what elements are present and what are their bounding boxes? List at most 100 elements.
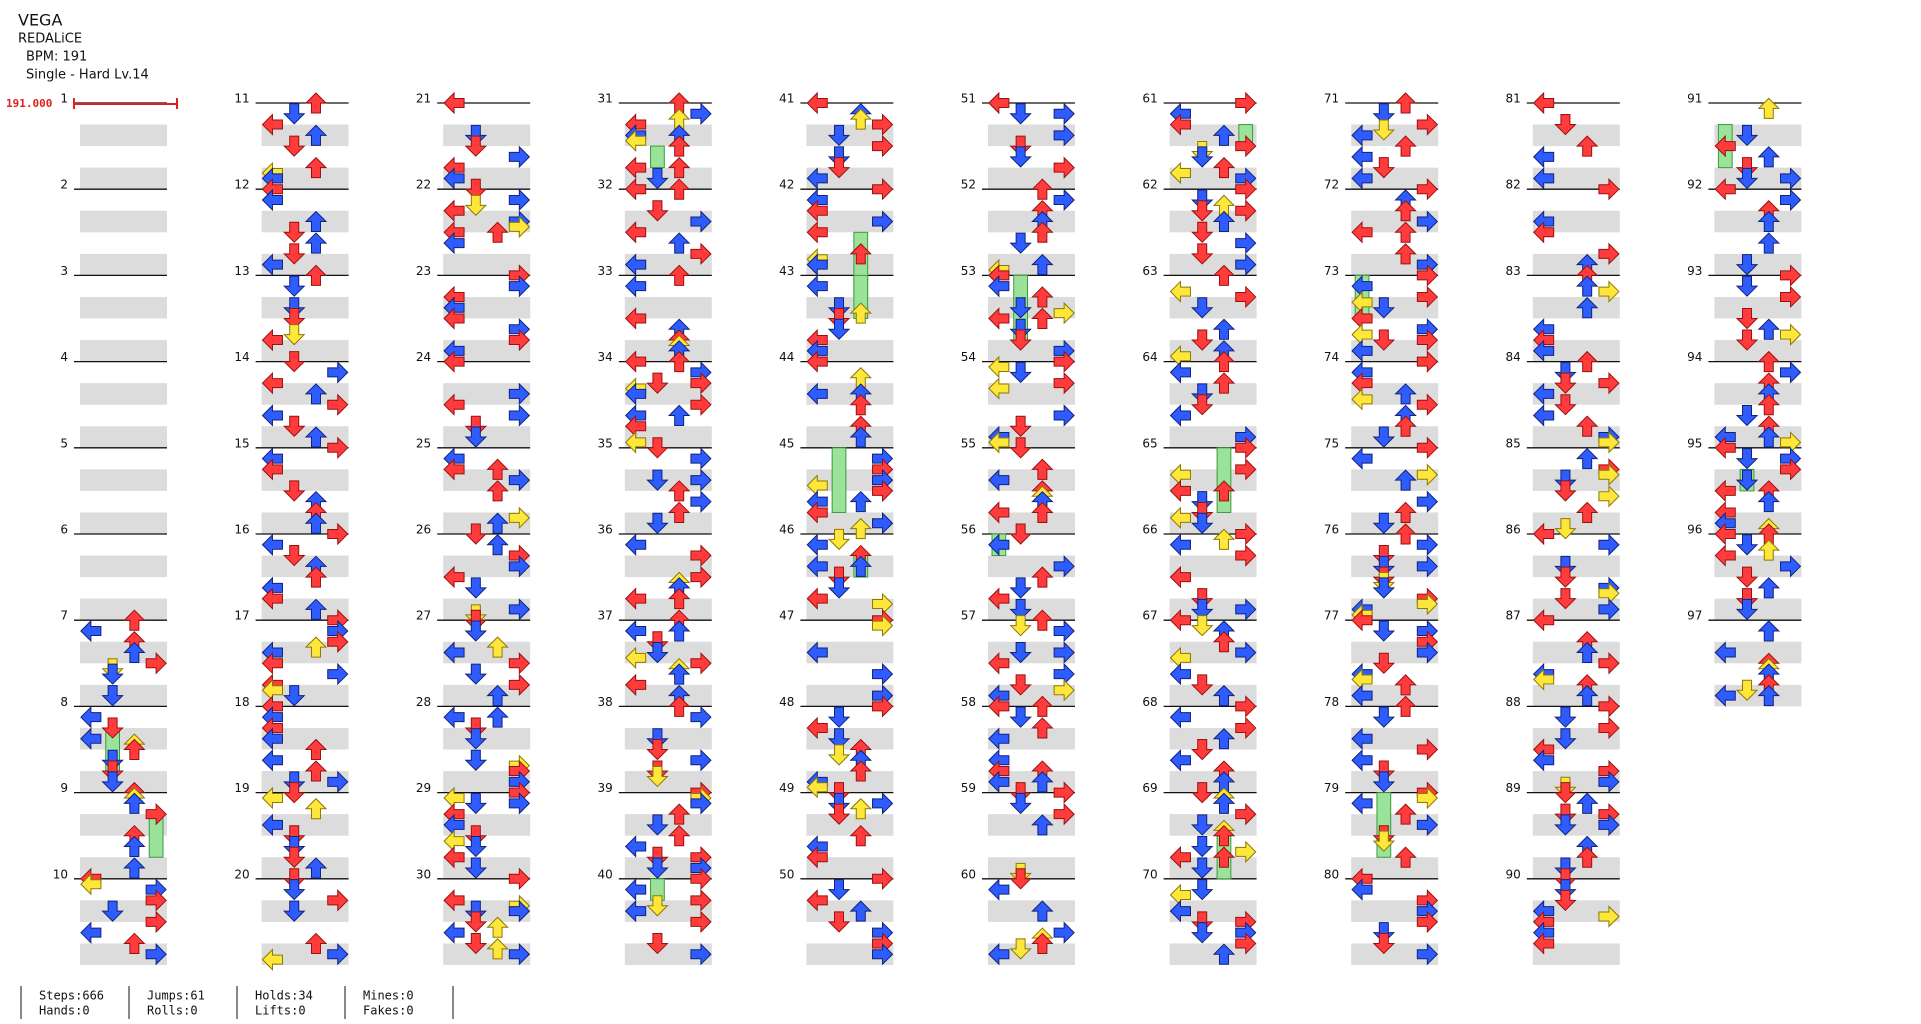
beat-band [1351,426,1439,448]
arrow [1031,253,1054,276]
beat-band [806,943,894,965]
arrow [624,533,647,556]
arrow [1351,339,1373,363]
beat-band [806,641,894,664]
arrow [1780,285,1802,309]
arrow [486,938,509,960]
arrow [1053,102,1075,125]
arrow [1554,728,1577,750]
arrow [1735,308,1759,330]
arrow [123,932,146,954]
beat-band [443,900,531,922]
arrow [988,355,1010,379]
arrow [624,156,647,179]
arrow [1554,889,1577,912]
arrow [827,879,851,901]
beat-band [1169,296,1257,319]
arrow [1416,490,1439,513]
arrow [1212,631,1236,653]
measure-number: 43 [779,264,794,278]
beat-band [624,900,712,922]
arrow [849,393,872,416]
arrow [1714,436,1736,460]
beat-band [1351,124,1439,147]
measure-number: 75 [1324,436,1339,450]
arrow [1212,372,1236,394]
measure-number: 13 [234,264,249,278]
arrow [464,792,488,815]
arrow [508,145,531,169]
arrow [1191,857,1214,879]
arrow [101,685,124,707]
arrow [1212,480,1236,502]
beat-band [1169,727,1257,750]
beat-band [1714,555,1802,578]
beat-band [1351,210,1439,233]
measure-number: 83 [1506,264,1521,278]
measure-number: 7 [60,609,68,623]
measure-number: 1 [60,92,68,106]
beat-band [261,598,349,621]
arrow [1735,124,1759,147]
arrow [646,895,669,917]
arrow [806,587,828,610]
arrow [624,673,647,697]
beat-band [80,253,167,276]
beat-band [806,426,894,448]
beat-band [1169,555,1257,578]
arrow [1735,404,1759,427]
arrow [261,749,283,772]
measure-number: 14 [234,350,249,364]
arrow [327,770,349,794]
arrow [1372,103,1396,125]
arrow [1554,518,1577,540]
beat-band [1714,684,1802,707]
arrow [1191,615,1214,637]
arrow [988,91,1010,115]
arrow [464,426,488,448]
arrow [1780,167,1802,190]
arrow [508,404,531,427]
arrow [1031,566,1054,588]
beat-band [988,857,1075,879]
arrow [806,350,828,373]
beat-band [624,771,712,793]
arrow [849,900,872,922]
arrow [690,705,712,729]
beat-band [988,253,1075,276]
arrow [646,642,669,664]
arrow [1169,705,1191,729]
arrow [667,135,691,157]
arrow [1575,415,1599,437]
beat-band [1351,684,1439,707]
arrow [1735,469,1759,491]
arrow [1009,103,1032,125]
measure-number: 85 [1506,436,1521,450]
beat-band [1532,598,1620,621]
measure-number: 28 [416,695,431,709]
arrow [1598,463,1620,486]
arrow [988,587,1010,610]
measure-number: 15 [234,436,249,450]
arrow [1053,555,1075,578]
arrow [1031,695,1054,717]
arrow [1351,608,1373,632]
arrow [1757,490,1780,513]
beat-band [806,340,894,362]
arrow [145,652,167,675]
beat-band [1169,814,1257,836]
measure-number: 56 [961,523,976,537]
arrow [1575,792,1599,814]
beat-band [1714,641,1802,664]
arrow [327,630,349,653]
arrow [690,210,712,233]
measure-number: 62 [1142,178,1157,192]
measure-number: 76 [1324,523,1339,537]
arrow [806,641,828,664]
arrow [1053,301,1075,325]
arrow [464,135,488,157]
beat-band [1532,167,1620,190]
arrow [690,943,712,966]
arrow [1735,534,1759,556]
beat-band [806,727,894,750]
